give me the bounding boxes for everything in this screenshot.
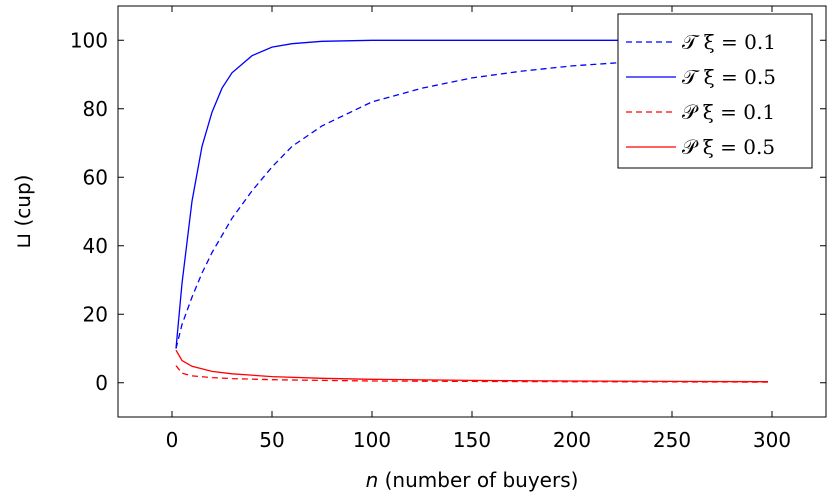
x-tick-label: 150 [453, 428, 491, 452]
axis-ticks: 0 50 100 150 200 250 300 0 20 40 60 80 100 [70, 6, 826, 452]
x-tick-label: 200 [553, 428, 591, 452]
legend-label: 𝒯 ξ = 0.5 [682, 65, 776, 89]
x-axis-label-variable: n [366, 468, 379, 492]
y-tick-label: 100 [70, 28, 108, 52]
y-tick-label: 0 [95, 371, 108, 395]
y-tick-label: 60 [83, 165, 108, 189]
legend-label: 𝒯 ξ = 0.1 [682, 30, 776, 54]
series-line-4 [175, 349, 769, 383]
x-tick-label: 300 [753, 428, 791, 452]
series-line-2 [175, 39, 768, 349]
x-tick-label: 100 [353, 428, 391, 452]
y-tick-label: 20 [83, 302, 108, 326]
legend-label: 𝒫 ξ = 0.5 [682, 135, 775, 159]
x-tick-label: 0 [166, 428, 179, 452]
x-axis-label: n (number of buyers) [366, 468, 579, 492]
legend-box [617, 13, 813, 169]
x-tick-label: 50 [259, 428, 284, 452]
legend-label: 𝒫 ξ = 0.1 [682, 100, 775, 124]
x-axis-label-text: (number of buyers) [378, 468, 578, 492]
y-tick-label: 40 [83, 234, 108, 258]
x-tick-label: 250 [653, 428, 691, 452]
series-line-3 [175, 365, 769, 383]
y-tick-label: 80 [83, 97, 108, 121]
y-axis-label: ⊔ (cup) [11, 175, 35, 249]
legend: 𝒯 ξ = 0.1 𝒯 ξ = 0.5 𝒫 ξ = 0.1 𝒫 ξ = 0.5 [617, 13, 813, 169]
